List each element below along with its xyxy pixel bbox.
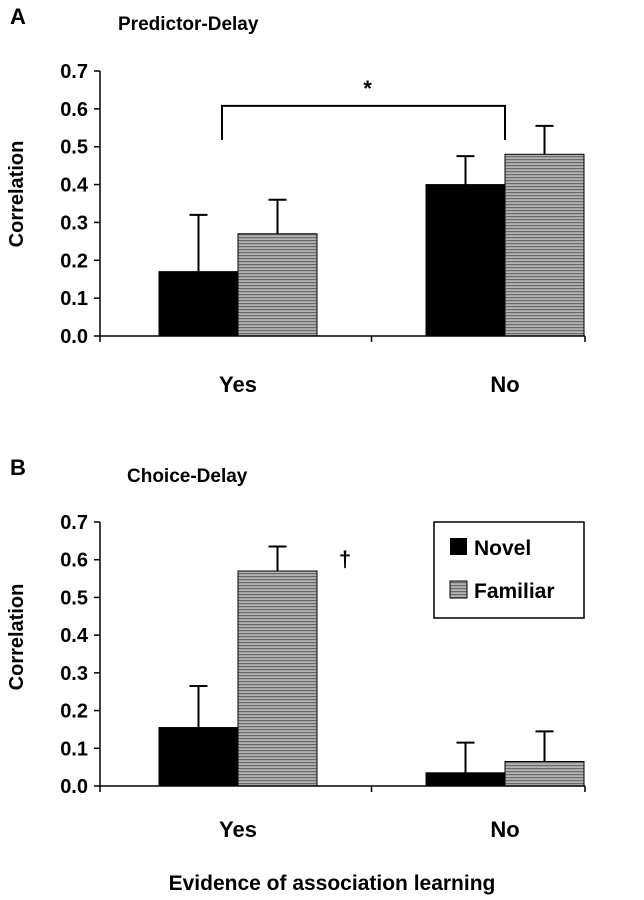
y-tick-label: 0.0 [60,326,88,348]
error-bar-familiar-no [535,124,554,155]
panel-b-category-labels: Yes No [219,817,520,842]
y-tick-label: 0.2 [60,250,88,272]
significance-bracket [221,104,506,140]
panel-b-error-bars [189,545,554,773]
panel-a-letter: A [10,4,26,29]
category-label-yes: Yes [219,372,257,397]
y-tick-label: 0.4 [60,625,89,647]
y-tick-label: 0.5 [60,587,88,609]
error-bar-novel-no [456,741,475,773]
bar-novel-yes [158,271,239,337]
category-label-no: No [490,817,519,842]
bar-familiar-no [504,153,585,337]
error-bar-familiar-yes [268,545,287,572]
category-label-yes: Yes [219,817,257,842]
dagger-marker: † [339,547,351,572]
error-bar-familiar-no [535,730,554,762]
legend-swatch-novel [450,538,467,555]
panel-a-y-ticks: 0.0 0.1 0.2 0.3 0.4 0.5 0.6 0.7 [60,61,100,348]
y-tick-label: 0.3 [60,212,88,234]
y-tick-label: 0.1 [60,288,88,310]
bar-novel-no [425,184,506,337]
panel-a-y-axis-label: Correlation [6,141,28,248]
panel-b-y-ticks: 0.0 0.1 0.2 0.3 0.4 0.5 0.6 0.7 [60,512,100,798]
significance-asterisk: * [363,76,372,101]
error-bar-novel-no [456,155,475,185]
panel-a: A Predictor-Delay Correlation 0.00.10.20… [6,4,586,397]
x-axis-title: Evidence of association learning [169,872,496,895]
y-tick-label: 0.0 [60,776,88,798]
panel-a-title: Predictor-Delay [118,14,259,35]
bar-novel-yes [158,727,239,787]
panel-b-x-ticks [99,786,586,792]
legend-swatch-familiar [449,580,468,599]
y-tick-label: 0.4 [60,175,89,197]
legend: Novel Familiar [433,521,585,619]
panel-b-y-axis-label: Correlation [6,584,28,691]
error-bar-novel-yes [189,213,208,272]
category-label-no: No [490,372,519,397]
bar-familiar-yes [237,570,318,787]
y-tick-label: 0.6 [60,550,88,572]
bar-familiar-yes [237,233,318,337]
legend-label-familiar: Familiar [474,580,555,603]
y-tick-label: 0.7 [60,512,88,534]
y-tick-label: 0.3 [60,663,88,685]
panel-b: B Choice-Delay Correlation 0.00.10.20.30… [6,455,586,842]
y-tick-label: 0.6 [60,99,88,121]
panel-a-bars [158,153,585,337]
y-tick-label: 0.2 [60,701,88,723]
bar-novel-no [425,772,506,787]
y-tick-label: 0.7 [60,61,88,83]
panel-a-category-labels: Yes No [219,372,520,397]
y-tick-label: 0.5 [60,137,88,159]
error-bar-familiar-yes [268,198,287,234]
panel-b-title: Choice-Delay [127,466,248,487]
y-tick-label: 0.1 [60,738,88,760]
panel-a-x-ticks [99,336,586,342]
panel-a-error-bars [189,124,554,272]
panel-b-letter: B [10,455,26,480]
error-bar-novel-yes [189,685,208,728]
panel-b-bars [158,570,585,787]
bar-familiar-no [504,760,585,787]
legend-label-novel: Novel [474,537,531,560]
